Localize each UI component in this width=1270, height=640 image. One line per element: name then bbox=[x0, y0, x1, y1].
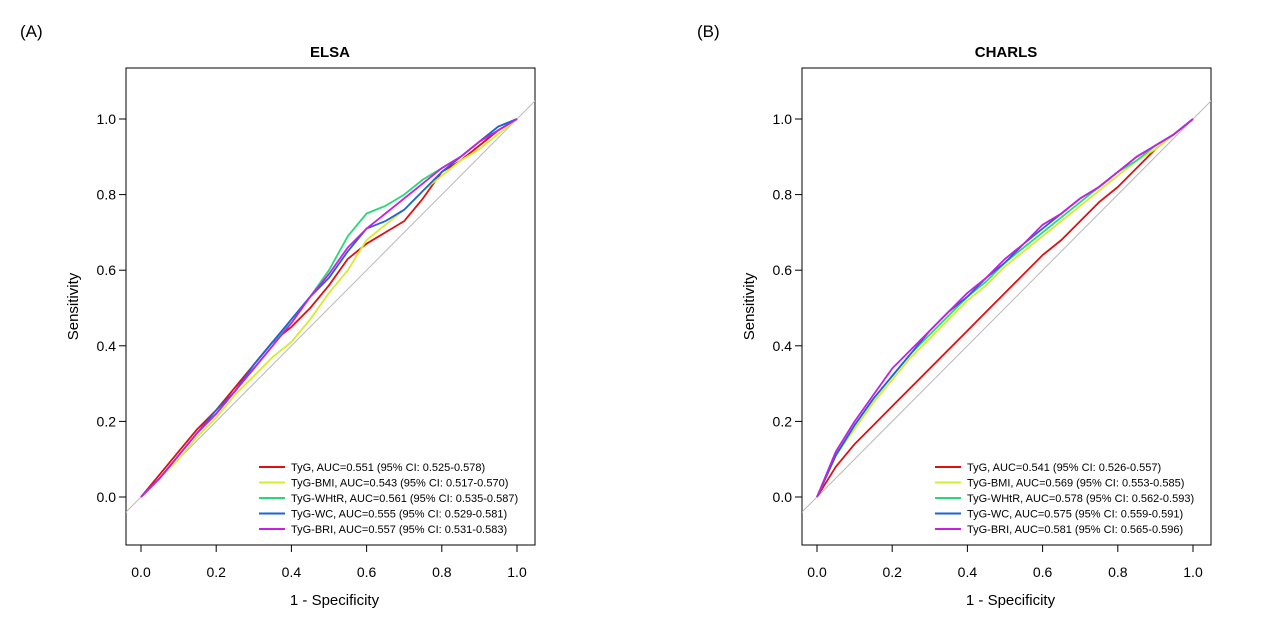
panel-tag-b: (B) bbox=[697, 22, 720, 41]
chart-title: ELSA bbox=[310, 44, 350, 61]
plot-frame bbox=[125, 67, 536, 546]
x-tick-label: 0.0 bbox=[131, 564, 151, 580]
legend-label: TyG-BRI, AUC=0.557 (95% CI: 0.531-0.583) bbox=[291, 524, 507, 536]
y-tick-label: 0.6 bbox=[97, 262, 117, 278]
y-tick-label: 1.0 bbox=[97, 111, 117, 127]
legend-label: TyG, AUC=0.551 (95% CI: 0.525-0.578) bbox=[291, 462, 485, 474]
roc-curve-tyg bbox=[140, 118, 518, 498]
x-tick-label: 0.6 bbox=[357, 564, 377, 580]
x-axis-label: 1 - Specificity bbox=[290, 592, 380, 609]
x-tick-label: 1.0 bbox=[507, 564, 527, 580]
y-tick-label: 0.4 bbox=[97, 338, 117, 354]
legend-label: TyG-BMI, AUC=0.543 (95% CI: 0.517-0.570) bbox=[291, 478, 508, 490]
panel-tag-a: (A) bbox=[20, 22, 43, 41]
y-tick-label: 0.8 bbox=[97, 187, 117, 203]
legend-label: TyG-WHtR, AUC=0.561 (95% CI: 0.535-0.587… bbox=[291, 493, 518, 505]
roc-curve-tyg-bmi bbox=[140, 118, 518, 498]
x-tick-label: 0.8 bbox=[432, 564, 452, 580]
legend-label: TyG-WC, AUC=0.555 (95% CI: 0.529-0.581) bbox=[291, 509, 507, 521]
y-tick-label: 0.2 bbox=[97, 413, 117, 429]
y-tick-label: 0.0 bbox=[97, 489, 117, 505]
x-tick-label: 0.2 bbox=[206, 564, 226, 580]
y-axis-label: Sensitivity bbox=[65, 272, 82, 340]
x-tick-label: 0.4 bbox=[282, 564, 302, 580]
roc-curve-tyg-bri bbox=[140, 118, 518, 498]
